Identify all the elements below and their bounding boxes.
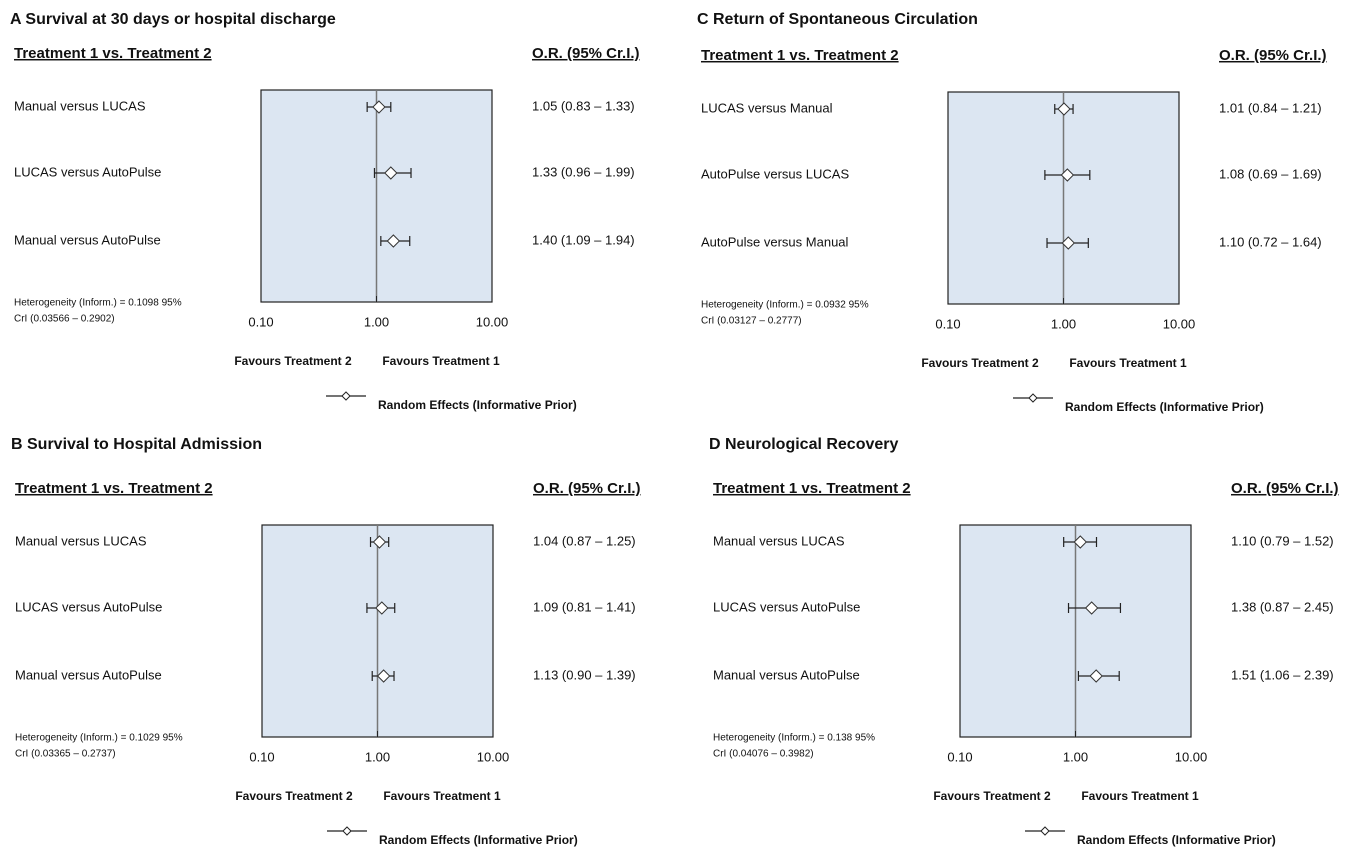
- x-tick-label: 10.00: [476, 314, 509, 329]
- panel: Treatment 1 vs. Treatment 2 O.R. (95% Cr.…: [713, 480, 1339, 847]
- legend-label: Random Effects (Informative Prior): [378, 398, 577, 412]
- legend-label: Random Effects (Informative Prior): [1065, 400, 1264, 414]
- row-label: Manual versus AutoPulse: [713, 667, 860, 682]
- row-label: Manual versus AutoPulse: [14, 232, 161, 247]
- estimate-diamond: [384, 166, 398, 180]
- heterogeneity-note: Heterogeneity (Inform.) = 0.138 95%: [713, 733, 875, 744]
- panel-title: A Survival at 30 days or hospital discha…: [10, 11, 336, 28]
- favours-right: Favours Treatment 1: [1081, 789, 1199, 803]
- x-tick-label: 0.10: [248, 314, 273, 329]
- panel: Treatment 1 vs. Treatment 2 O.R. (95% Cr.…: [14, 45, 640, 412]
- header-right: O.R. (95% Cr.I.): [1231, 480, 1339, 497]
- estimate-diamond: [372, 535, 387, 549]
- heterogeneity-note: Heterogeneity (Inform.) = 0.0932 95%: [701, 300, 869, 311]
- header-left: Treatment 1 vs. Treatment 2: [713, 480, 911, 497]
- x-tick-label: 0.10: [935, 316, 960, 331]
- header-left: Treatment 1 vs. Treatment 2: [701, 47, 899, 64]
- x-tick-label: 10.00: [1163, 316, 1196, 331]
- panel: Treatment 1 vs. Treatment 2 O.R. (95% Cr.…: [15, 480, 641, 847]
- value-label: 1.51 (1.06 – 2.39): [1231, 667, 1334, 682]
- estimate-diamond: [386, 234, 401, 248]
- favours-left: Favours Treatment 2: [234, 354, 352, 368]
- x-tick-label: 10.00: [1175, 749, 1208, 764]
- x-tick-label: 10.00: [477, 749, 510, 764]
- panel-title: B Survival to Hospital Admission: [11, 436, 262, 453]
- estimate-diamond: [1089, 669, 1103, 683]
- header-right: O.R. (95% Cr.I.): [1219, 47, 1327, 64]
- x-tick-label: 1.00: [365, 749, 390, 764]
- value-label: 1.08 (0.69 – 1.69): [1219, 166, 1322, 181]
- estimate-diamond: [1084, 601, 1099, 615]
- value-label: 1.05 (0.83 – 1.33): [532, 98, 635, 113]
- row-label: Manual versus AutoPulse: [15, 667, 162, 682]
- x-tick-label: 0.10: [249, 749, 274, 764]
- favours-left: Favours Treatment 2: [235, 789, 353, 803]
- value-label: 1.10 (0.79 – 1.52): [1231, 533, 1334, 548]
- estimate-diamond: [1061, 236, 1075, 250]
- value-label: 1.38 (0.87 – 2.45): [1231, 599, 1334, 614]
- legend-label: Random Effects (Informative Prior): [1077, 833, 1276, 847]
- row-label: LUCAS versus AutoPulse: [15, 599, 162, 614]
- legend-diamond: [342, 826, 352, 836]
- x-tick-label: 0.10: [947, 749, 972, 764]
- legend-diamond: [341, 391, 351, 401]
- value-label: 1.33 (0.96 – 1.99): [532, 164, 635, 179]
- header-right: O.R. (95% Cr.I.): [533, 480, 641, 497]
- x-tick-label: 1.00: [1063, 749, 1088, 764]
- favours-left: Favours Treatment 2: [933, 789, 1051, 803]
- x-tick-label: 1.00: [1051, 316, 1076, 331]
- favours-right: Favours Treatment 1: [1069, 356, 1187, 370]
- value-label: 1.13 (0.90 – 1.39): [533, 667, 636, 682]
- row-label: LUCAS versus AutoPulse: [713, 599, 860, 614]
- legend-diamond: [1040, 826, 1050, 836]
- row-label: Manual versus LUCAS: [15, 533, 147, 548]
- favours-right: Favours Treatment 1: [382, 354, 500, 368]
- heterogeneity-note: CrI (0.03127 – 0.2777): [701, 316, 802, 327]
- value-label: 1.04 (0.87 – 1.25): [533, 533, 636, 548]
- row-label: LUCAS versus Manual: [701, 100, 833, 115]
- value-label: 1.09 (0.81 – 1.41): [533, 599, 636, 614]
- x-tick-label: 1.00: [364, 314, 389, 329]
- estimate-diamond: [375, 601, 389, 615]
- heterogeneity-note: Heterogeneity (Inform.) = 0.1098 95%: [14, 298, 182, 309]
- row-label: AutoPulse versus LUCAS: [701, 166, 849, 181]
- value-label: 1.10 (0.72 – 1.64): [1219, 234, 1322, 249]
- estimate-diamond: [1073, 535, 1087, 549]
- header-left: Treatment 1 vs. Treatment 2: [14, 45, 212, 62]
- value-label: 1.01 (0.84 – 1.21): [1219, 100, 1322, 115]
- value-label: 1.40 (1.09 – 1.94): [532, 232, 635, 247]
- heterogeneity-note: Heterogeneity (Inform.) = 0.1029 95%: [15, 733, 183, 744]
- heterogeneity-note: CrI (0.03365 – 0.2737): [15, 749, 116, 760]
- row-label: Manual versus LUCAS: [14, 98, 146, 113]
- row-label: Manual versus LUCAS: [713, 533, 845, 548]
- heterogeneity-note: CrI (0.04076 – 0.3982): [713, 749, 814, 760]
- legend-diamond: [1028, 393, 1038, 403]
- favours-left: Favours Treatment 2: [921, 356, 1039, 370]
- legend-label: Random Effects (Informative Prior): [379, 833, 578, 847]
- favours-right: Favours Treatment 1: [383, 789, 501, 803]
- panel: Treatment 1 vs. Treatment 2 O.R. (95% Cr.…: [701, 47, 1327, 414]
- heterogeneity-note: CrI (0.03566 – 0.2902): [14, 314, 115, 325]
- row-label: LUCAS versus AutoPulse: [14, 164, 161, 179]
- estimate-diamond: [376, 669, 391, 683]
- header-right: O.R. (95% Cr.I.): [532, 45, 640, 62]
- header-left: Treatment 1 vs. Treatment 2: [15, 480, 213, 497]
- row-label: AutoPulse versus Manual: [701, 234, 849, 249]
- estimate-diamond: [372, 100, 386, 114]
- panel-title: D Neurological Recovery: [709, 436, 899, 453]
- estimate-diamond: [1057, 102, 1071, 116]
- estimate-diamond: [1060, 168, 1075, 182]
- panel-title: C Return of Spontaneous Circulation: [697, 11, 978, 28]
